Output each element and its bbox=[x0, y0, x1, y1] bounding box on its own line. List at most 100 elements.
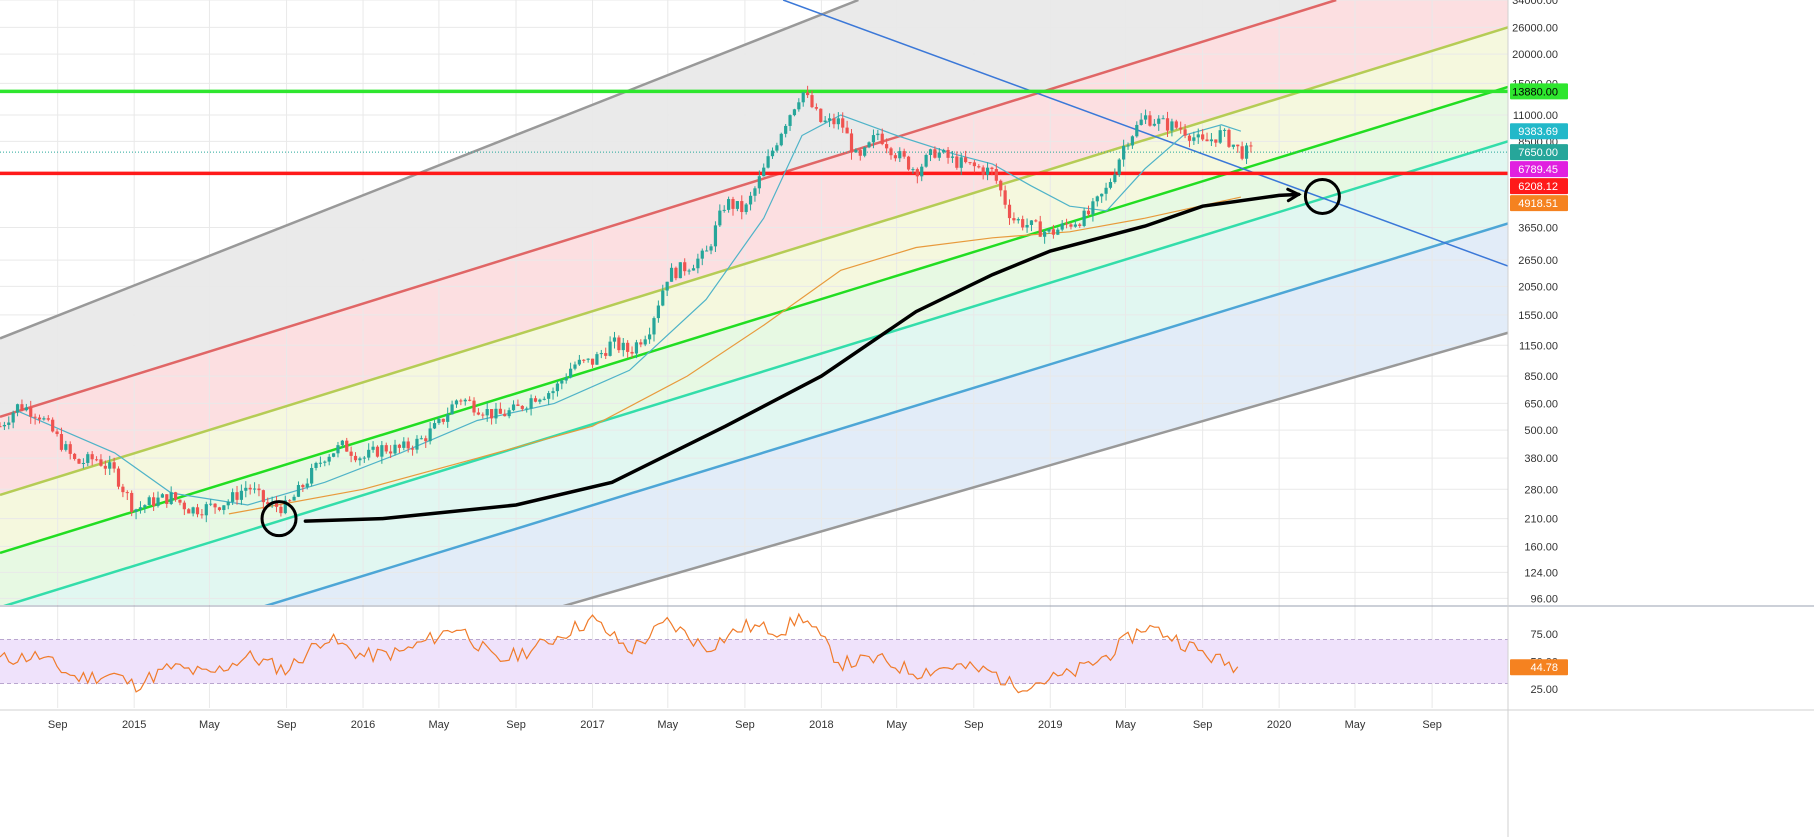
candle bbox=[551, 391, 555, 394]
candle bbox=[489, 409, 494, 419]
time-tick-label: Sep bbox=[1193, 719, 1213, 731]
candle bbox=[687, 270, 691, 272]
candle bbox=[1187, 135, 1192, 141]
time-axis[interactable]: Sep 2015 May Sep 2016 May Sep 2017 May Sep 2018 May… bbox=[0, 709, 1814, 731]
time-tick-label: Sep bbox=[506, 719, 526, 731]
candle bbox=[2, 424, 6, 427]
price-tick-label: 1550.00 bbox=[1518, 310, 1558, 322]
channel-lines bbox=[0, 0, 1508, 605]
candle bbox=[323, 461, 327, 463]
candle bbox=[547, 393, 551, 399]
price-badge: 7650.00 bbox=[1510, 144, 1568, 161]
candle bbox=[191, 507, 195, 514]
price-tick-label: 3650.00 bbox=[1518, 223, 1558, 235]
candle bbox=[209, 503, 213, 505]
candle bbox=[656, 305, 660, 319]
candle bbox=[911, 169, 915, 171]
candle bbox=[138, 507, 143, 510]
candle bbox=[222, 505, 226, 511]
candle bbox=[858, 150, 862, 156]
candle bbox=[1034, 220, 1038, 222]
time-tick-label: Sep bbox=[735, 719, 755, 731]
candle bbox=[893, 155, 897, 159]
candle bbox=[1196, 134, 1200, 138]
candle bbox=[814, 107, 818, 109]
time-tick-label: Sep bbox=[48, 719, 68, 731]
candle bbox=[915, 169, 919, 177]
candle bbox=[90, 454, 94, 460]
candle bbox=[718, 210, 722, 226]
candle bbox=[173, 492, 178, 500]
candle bbox=[288, 500, 292, 502]
candle bbox=[1051, 229, 1056, 235]
candle bbox=[1122, 145, 1126, 160]
candle bbox=[819, 108, 823, 122]
candle bbox=[169, 492, 173, 504]
time-tick-label: Sep bbox=[277, 719, 297, 731]
candle bbox=[1047, 229, 1051, 232]
candle bbox=[134, 509, 138, 512]
candle bbox=[709, 246, 713, 251]
candle bbox=[661, 290, 665, 306]
candle bbox=[827, 118, 832, 121]
candle bbox=[1056, 229, 1060, 235]
candle bbox=[731, 199, 735, 209]
candle bbox=[1139, 119, 1143, 125]
candle bbox=[784, 125, 788, 134]
candle bbox=[955, 156, 959, 168]
price-tick-label: 20000.00 bbox=[1512, 49, 1558, 61]
channel-line-teal-band bbox=[3, 140, 1508, 605]
candle bbox=[441, 418, 445, 422]
candle bbox=[946, 149, 950, 158]
candle bbox=[29, 407, 33, 417]
candle bbox=[1244, 145, 1249, 159]
candle bbox=[226, 501, 230, 506]
candle bbox=[1143, 115, 1148, 120]
candle bbox=[722, 209, 726, 211]
candle bbox=[1179, 127, 1183, 130]
candle bbox=[235, 492, 239, 500]
candle bbox=[542, 398, 546, 400]
price-axis[interactable]: 34000.0026000.0020000.0015000.0011000.00… bbox=[1507, 0, 1558, 837]
candle bbox=[419, 438, 423, 440]
candle bbox=[380, 445, 384, 457]
candle bbox=[608, 341, 612, 356]
candle bbox=[1174, 121, 1178, 128]
candle bbox=[876, 133, 880, 136]
candle bbox=[266, 502, 270, 505]
candle bbox=[1095, 196, 1099, 202]
candle bbox=[77, 459, 81, 464]
circle-2020 bbox=[1303, 177, 1341, 215]
candle bbox=[753, 188, 757, 196]
candle bbox=[845, 127, 849, 134]
candle bbox=[459, 400, 463, 402]
circle-2015 bbox=[260, 500, 298, 538]
candle bbox=[1214, 139, 1218, 143]
rsi-pane bbox=[0, 605, 1814, 694]
candle bbox=[503, 413, 507, 417]
candle bbox=[757, 176, 761, 189]
time-tick-label: May bbox=[657, 719, 678, 731]
candle bbox=[42, 418, 46, 420]
candle bbox=[1091, 201, 1095, 215]
candle bbox=[305, 483, 309, 488]
price-tick-label: 280.00 bbox=[1524, 484, 1558, 496]
price-tick-label: 2050.00 bbox=[1518, 281, 1558, 293]
time-tick-label: 2015 bbox=[122, 719, 146, 731]
candle bbox=[525, 408, 529, 410]
candle bbox=[727, 199, 731, 210]
candle bbox=[626, 342, 630, 352]
channel-line-grey-top bbox=[0, 0, 859, 340]
time-tick-label: May bbox=[1115, 719, 1136, 731]
time-tick-label: May bbox=[1345, 719, 1366, 731]
candle bbox=[604, 353, 608, 356]
time-tick-label: May bbox=[199, 719, 220, 731]
candle bbox=[779, 133, 783, 146]
grid-lines bbox=[0, 0, 1508, 708]
annotation-arrowhead bbox=[1286, 187, 1302, 203]
candle bbox=[643, 339, 647, 345]
price-badge: 13880.00 bbox=[1510, 83, 1568, 100]
time-tick-label: 2018 bbox=[809, 719, 833, 731]
rsi-band bbox=[0, 639, 1508, 684]
